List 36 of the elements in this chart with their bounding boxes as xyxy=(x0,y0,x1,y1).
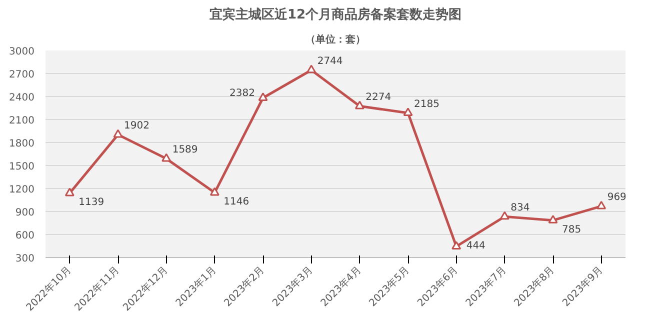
y-tick-label: 2400 xyxy=(9,92,35,104)
point xyxy=(500,211,510,220)
point xyxy=(64,188,74,196)
y-tick-label: 1800 xyxy=(9,138,35,150)
data-label: 2382 xyxy=(230,88,256,99)
point xyxy=(596,200,606,210)
y-tick-label: 1500 xyxy=(9,162,35,172)
data-label: 2185 xyxy=(414,98,440,110)
y-tick-label: 600 xyxy=(15,230,35,242)
y-tick-label: 2700 xyxy=(9,70,35,80)
data-label: 2274 xyxy=(366,92,392,104)
y-tick-label: 300 xyxy=(15,254,35,264)
data-label: 785 xyxy=(562,224,582,236)
y-tick-label: 2100 xyxy=(9,116,35,126)
point xyxy=(113,129,123,138)
point xyxy=(258,92,268,101)
data-label: 1589 xyxy=(172,144,198,156)
point xyxy=(354,100,364,110)
y-tick-label: 3000 xyxy=(9,46,35,58)
y-tick-label: 900 xyxy=(15,208,35,218)
point xyxy=(403,108,413,116)
y-tick-label: 1200 xyxy=(9,184,35,196)
data-label: 444 xyxy=(466,240,486,252)
point xyxy=(306,64,316,74)
data-label: 969 xyxy=(607,192,626,204)
chart-title: 宜宾主城区近12个月商品房备案套数走势图 xyxy=(209,6,462,22)
data-label: 1902 xyxy=(124,120,150,132)
data-label: 1146 xyxy=(224,196,250,208)
data-label: 1139 xyxy=(78,197,104,208)
point xyxy=(452,241,462,250)
data-label: 2744 xyxy=(317,56,343,68)
point xyxy=(162,153,172,162)
point xyxy=(210,187,220,196)
point xyxy=(548,214,558,224)
chart-subtitle: （单位：套） xyxy=(306,34,366,46)
data-label: 834 xyxy=(510,202,530,214)
